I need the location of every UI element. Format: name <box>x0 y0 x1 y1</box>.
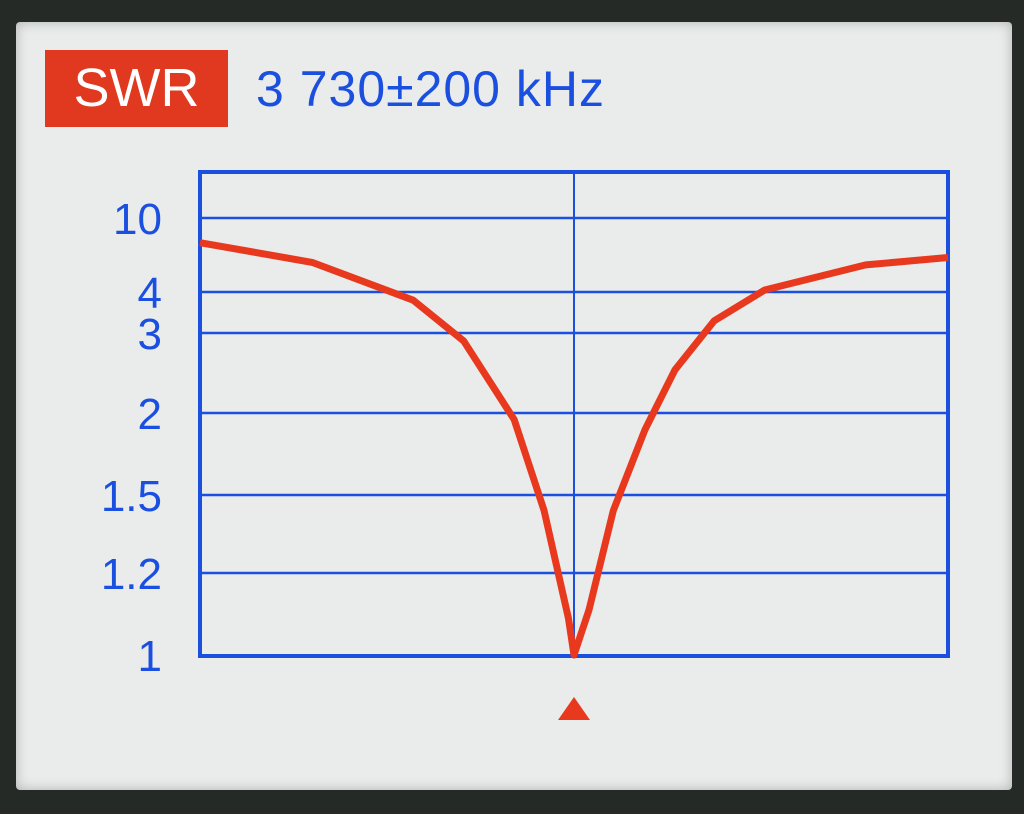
y-tick-label: 4 <box>138 269 162 318</box>
swr-curve <box>199 239 949 659</box>
y-tick-label: 1.5 <box>101 472 162 521</box>
analyzer-screen <box>16 22 1012 790</box>
triangle-up-icon <box>558 697 590 720</box>
y-tick-label: 1 <box>138 632 162 681</box>
y-tick-label: 10 <box>113 195 162 244</box>
y-axis-labels: 1 1.2 1.5 2 34 10 <box>101 195 162 681</box>
frequency-range-label: 3 730±200 kHz <box>256 61 605 117</box>
grid <box>198 170 950 658</box>
y-tick-label: 1.2 <box>101 550 162 599</box>
y-tick-label: 3 <box>138 310 162 359</box>
y-tick-label: 2 <box>138 390 162 439</box>
mode-badge: SWR <box>45 50 228 127</box>
